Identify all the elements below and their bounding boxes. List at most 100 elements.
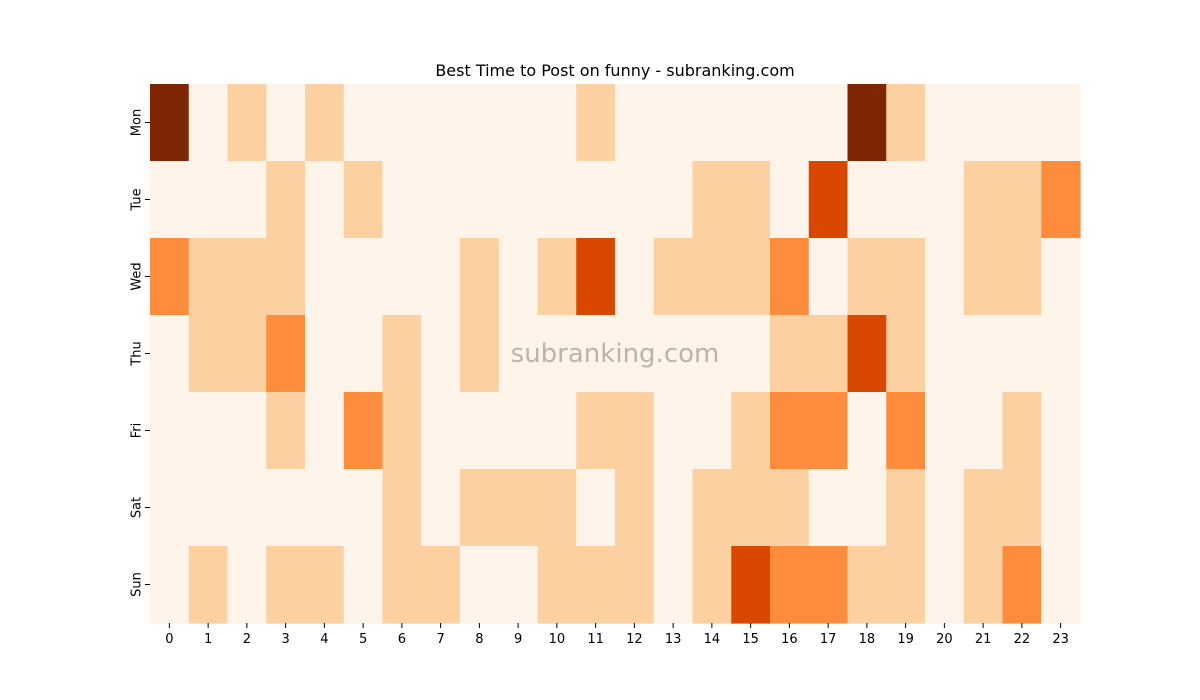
heatmap-cell-tue-8 bbox=[460, 161, 500, 239]
heatmap-cell-wed-21 bbox=[963, 238, 1004, 316]
heatmap-cell-sat-2 bbox=[227, 469, 267, 547]
x-tick-label: 11 bbox=[587, 632, 604, 647]
x-tick-label: 6 bbox=[398, 632, 406, 647]
heatmap-cell-mon-0 bbox=[150, 84, 190, 162]
heatmap-cell-sat-20 bbox=[925, 469, 965, 547]
heatmap-cell-wed-2 bbox=[227, 238, 267, 316]
heatmap-cell-mon-16 bbox=[770, 84, 810, 162]
x-tick-label: 13 bbox=[665, 632, 682, 647]
heatmap-cell-thu-18 bbox=[847, 315, 887, 393]
heatmap-cell-wed-4 bbox=[305, 238, 345, 316]
heatmap-cell-thu-16 bbox=[770, 315, 810, 393]
heatmap-cell-sun-12 bbox=[615, 546, 655, 624]
heatmap-cell-wed-10 bbox=[537, 238, 577, 316]
y-tick-label: Thu bbox=[130, 341, 145, 366]
heatmap-cell-tue-20 bbox=[925, 161, 965, 239]
heatmap-cell-tue-3 bbox=[266, 161, 306, 239]
heatmap-cell-wed-14 bbox=[692, 238, 732, 316]
heatmap-cell-thu-9 bbox=[498, 315, 539, 393]
heatmap-cell-sun-2 bbox=[227, 546, 267, 624]
heatmap-cell-sun-15 bbox=[731, 546, 771, 624]
heatmap-cell-sun-23 bbox=[1041, 546, 1081, 624]
heatmap-cell-fri-6 bbox=[382, 392, 422, 470]
heatmap-cell-mon-10 bbox=[537, 84, 577, 162]
heatmap-cell-fri-22 bbox=[1002, 392, 1042, 470]
heatmap-cell-sat-14 bbox=[692, 469, 732, 547]
heatmap-cell-mon-5 bbox=[343, 84, 384, 162]
heatmap-cell-sat-5 bbox=[343, 469, 384, 547]
heatmap-cell-fri-21 bbox=[963, 392, 1004, 470]
heatmap-cell-sat-6 bbox=[382, 469, 422, 547]
heatmap-cell-wed-6 bbox=[382, 238, 422, 316]
heatmap-cell-wed-0 bbox=[150, 238, 190, 316]
heatmap-cell-mon-4 bbox=[305, 84, 345, 162]
heatmap-cell-sat-4 bbox=[305, 469, 345, 547]
heatmap-cell-sun-5 bbox=[343, 546, 384, 624]
x-tick-label: 4 bbox=[320, 632, 328, 647]
heatmap-cell-thu-11 bbox=[576, 315, 616, 393]
heatmap-cell-tue-19 bbox=[886, 161, 926, 239]
heatmap-cell-fri-14 bbox=[692, 392, 732, 470]
heatmap-cell-fri-8 bbox=[460, 392, 500, 470]
heatmap-cell-tue-12 bbox=[615, 161, 655, 239]
heatmap-cell-mon-22 bbox=[1002, 84, 1042, 162]
heatmap-cell-sat-0 bbox=[150, 469, 190, 547]
heatmap-cell-fri-16 bbox=[770, 392, 810, 470]
heatmap-cell-fri-1 bbox=[188, 392, 229, 470]
heatmap-cell-sat-19 bbox=[886, 469, 926, 547]
heatmap-cell-wed-1 bbox=[188, 238, 229, 316]
heatmap-cell-mon-3 bbox=[266, 84, 306, 162]
x-tick-label: 15 bbox=[742, 632, 759, 647]
x-tick-label: 16 bbox=[781, 632, 798, 647]
heatmap-cell-sat-17 bbox=[808, 469, 849, 547]
x-tick-label: 19 bbox=[897, 632, 914, 647]
heatmap-cell-tue-7 bbox=[421, 161, 461, 239]
heatmap-cell-fri-23 bbox=[1041, 392, 1081, 470]
heatmap-cell-fri-11 bbox=[576, 392, 616, 470]
watermark-text: subranking.com bbox=[511, 339, 720, 369]
heatmap-cell-sat-7 bbox=[421, 469, 461, 547]
heatmap-cell-wed-11 bbox=[576, 238, 616, 316]
heatmap-cell-tue-15 bbox=[731, 161, 771, 239]
heatmap-cell-mon-21 bbox=[963, 84, 1004, 162]
x-tick-label: 23 bbox=[1052, 632, 1069, 647]
heatmap-cell-wed-7 bbox=[421, 238, 461, 316]
heatmap-cell-tue-0 bbox=[150, 161, 190, 239]
x-tick-label: 3 bbox=[281, 632, 289, 647]
heatmap-cell-tue-13 bbox=[653, 161, 694, 239]
heatmap-cell-fri-15 bbox=[731, 392, 771, 470]
heatmap-cell-wed-13 bbox=[653, 238, 694, 316]
y-tick-label: Tue bbox=[130, 188, 145, 211]
heatmap-cell-sun-17 bbox=[808, 546, 849, 624]
heatmap-cell-fri-10 bbox=[537, 392, 577, 470]
x-tick-label: 0 bbox=[165, 632, 173, 647]
heatmap-cell-sun-8 bbox=[460, 546, 500, 624]
heatmap-cell-thu-4 bbox=[305, 315, 345, 393]
heatmap-cell-fri-4 bbox=[305, 392, 345, 470]
x-tick-label: 20 bbox=[936, 632, 953, 647]
heatmap-cell-wed-15 bbox=[731, 238, 771, 316]
heatmap-cell-wed-16 bbox=[770, 238, 810, 316]
heatmap-cell-tue-4 bbox=[305, 161, 345, 239]
heatmap-cell-thu-19 bbox=[886, 315, 926, 393]
heatmap-cell-mon-23 bbox=[1041, 84, 1081, 162]
heatmap-cell-sat-11 bbox=[576, 469, 616, 547]
heatmap-cell-sun-22 bbox=[1002, 546, 1042, 624]
x-axis: 0 1 2 3 4 5 6 7 8 9 10 11 12 13 14 15 16 17 18 19 20 21 22 23 bbox=[165, 623, 1069, 647]
heatmap-cell-mon-6 bbox=[382, 84, 422, 162]
y-tick-label: Sat bbox=[130, 497, 145, 518]
heatmap-cell-sun-19 bbox=[886, 546, 926, 624]
heatmap-cell-thu-2 bbox=[227, 315, 267, 393]
heatmap-cell-sun-4 bbox=[305, 546, 345, 624]
x-tick-label: 14 bbox=[704, 632, 721, 647]
heatmap-cell-tue-14 bbox=[692, 161, 732, 239]
heatmap-cell-sun-11 bbox=[576, 546, 616, 624]
x-tick-label: 22 bbox=[1014, 632, 1031, 647]
heatmap-cell-sun-21 bbox=[963, 546, 1004, 624]
heatmap-cell-thu-6 bbox=[382, 315, 422, 393]
heatmap-cell-tue-17 bbox=[808, 161, 849, 239]
heatmap-cell-fri-12 bbox=[615, 392, 655, 470]
heatmap-cell-thu-1 bbox=[188, 315, 229, 393]
heatmap-cell-thu-21 bbox=[963, 315, 1004, 393]
